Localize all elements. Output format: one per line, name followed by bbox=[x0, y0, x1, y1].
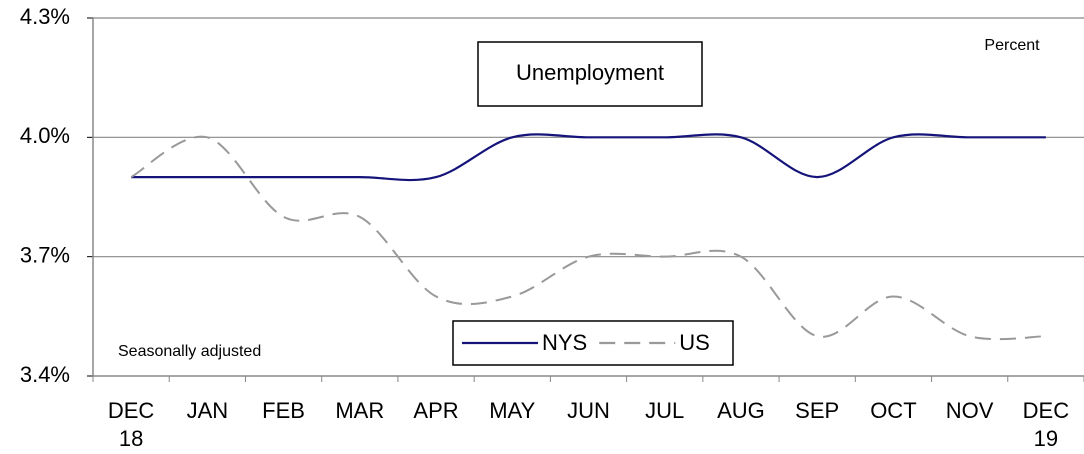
x-tick-label: AUG bbox=[717, 398, 765, 423]
title-box bbox=[477, 41, 703, 107]
x-tick-label: JAN bbox=[187, 398, 229, 423]
x-tick-label: DEC 19 bbox=[1023, 398, 1070, 451]
legend-label: US bbox=[679, 330, 710, 355]
y-tick-label: 4.0% bbox=[20, 123, 70, 148]
y-tick-label: 4.3% bbox=[20, 4, 70, 29]
x-tick-label: DEC 18 bbox=[108, 398, 155, 451]
x-tick-label: MAR bbox=[335, 398, 384, 423]
y-tick-label: 3.7% bbox=[20, 242, 70, 267]
x-tick-label: JUN bbox=[567, 398, 610, 423]
series-line bbox=[130, 135, 1046, 341]
x-tick-label: FEB bbox=[262, 398, 305, 423]
x-tick-label: MAY bbox=[489, 398, 535, 423]
x-tick-label: NOV bbox=[946, 398, 994, 423]
x-tick-label: JUL bbox=[645, 398, 684, 423]
x-tick-label: OCT bbox=[870, 398, 916, 423]
series-line bbox=[131, 133, 1046, 182]
x-tick-label: APR bbox=[413, 398, 458, 423]
legend-label: NYS bbox=[542, 330, 587, 355]
units-note: Percent bbox=[984, 37, 1040, 54]
seasonal-note: Seasonally adjusted bbox=[118, 343, 261, 360]
chart-title: Unemployment bbox=[516, 60, 664, 85]
x-tick-label: SEP bbox=[795, 398, 839, 423]
y-tick-label: 3.4% bbox=[20, 362, 70, 387]
